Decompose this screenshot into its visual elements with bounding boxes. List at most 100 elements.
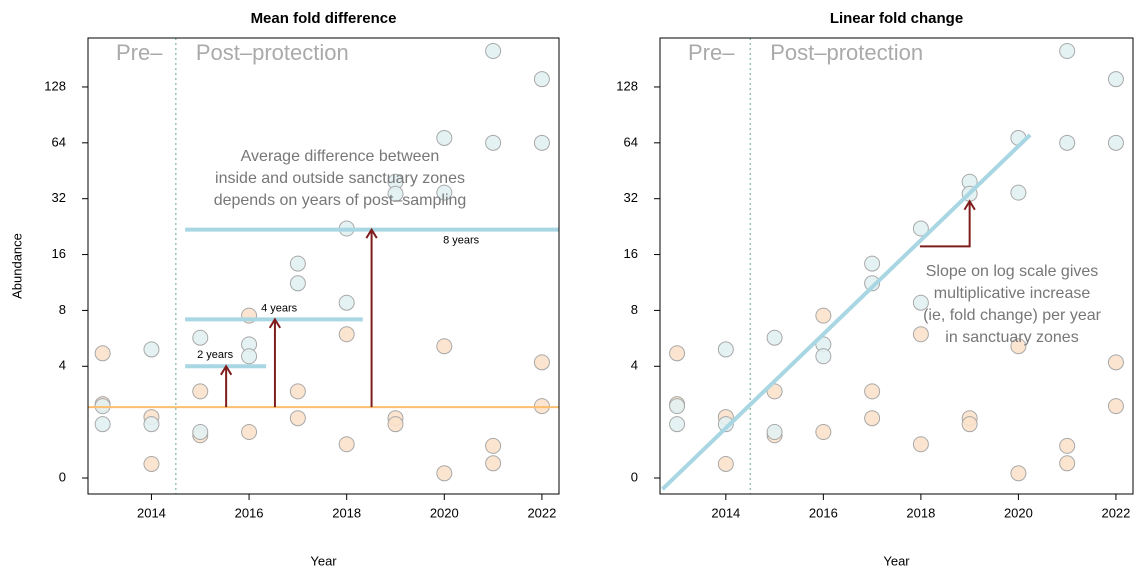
point bbox=[717, 341, 734, 358]
point bbox=[1010, 338, 1027, 355]
y-tick-label: 8 bbox=[631, 302, 638, 317]
point bbox=[192, 329, 209, 346]
point bbox=[387, 416, 404, 433]
y-tick-label: 4 bbox=[631, 358, 638, 373]
point bbox=[1107, 354, 1124, 371]
point bbox=[1010, 465, 1027, 482]
y-tick-label: 32 bbox=[52, 190, 66, 205]
point bbox=[1059, 455, 1076, 472]
y-tick-label: 0 bbox=[59, 469, 66, 484]
y-tick-label: 128 bbox=[616, 78, 638, 93]
y-tick-label: 0 bbox=[631, 469, 638, 484]
x-tick-label: 2018 bbox=[332, 505, 361, 520]
y-tick-label: 8 bbox=[59, 302, 66, 317]
period-label: Pre– bbox=[688, 40, 735, 65]
x-axis-label: Year bbox=[310, 553, 337, 568]
plot-frame bbox=[87, 37, 560, 495]
point bbox=[485, 437, 502, 454]
point bbox=[289, 275, 306, 292]
point bbox=[143, 416, 160, 433]
point bbox=[387, 185, 404, 202]
point bbox=[192, 423, 209, 440]
plot-frame bbox=[659, 37, 1134, 495]
point bbox=[1059, 437, 1076, 454]
point bbox=[436, 465, 453, 482]
point bbox=[533, 134, 550, 151]
point bbox=[815, 423, 832, 440]
chart-title: Mean fold difference bbox=[251, 10, 397, 27]
point bbox=[669, 416, 686, 433]
y-axis-label: Abundance bbox=[9, 233, 24, 299]
period-label: Pre– bbox=[116, 40, 163, 65]
y-tick-label: 16 bbox=[52, 246, 66, 261]
point bbox=[912, 436, 929, 453]
point bbox=[912, 326, 929, 343]
point bbox=[961, 416, 978, 433]
annotation: Average difference between bbox=[241, 148, 440, 165]
point bbox=[717, 416, 734, 433]
point bbox=[485, 134, 502, 151]
annotation: Slope on log scale gives bbox=[926, 263, 1099, 280]
trend-line bbox=[661, 133, 1032, 491]
arrow-head bbox=[220, 364, 233, 376]
point bbox=[1107, 134, 1124, 151]
point bbox=[485, 455, 502, 472]
y-tick-label: 128 bbox=[44, 78, 66, 93]
x-tick-label: 2014 bbox=[137, 505, 166, 520]
arrow-head bbox=[365, 227, 378, 239]
segment-label: 8 years bbox=[443, 235, 480, 247]
x-tick-label: 2014 bbox=[711, 505, 740, 520]
segment-label: 2 years bbox=[197, 349, 234, 361]
point bbox=[338, 294, 355, 311]
y-tick-label: 32 bbox=[624, 190, 638, 205]
point bbox=[669, 345, 686, 362]
point bbox=[815, 348, 832, 365]
chart-title: Linear fold change bbox=[830, 10, 963, 27]
point bbox=[912, 294, 929, 311]
point bbox=[338, 436, 355, 453]
point bbox=[717, 455, 734, 472]
point bbox=[94, 416, 111, 433]
point bbox=[338, 326, 355, 343]
point bbox=[1059, 134, 1076, 151]
x-axis-label: Year bbox=[883, 553, 910, 568]
point bbox=[241, 423, 258, 440]
point bbox=[192, 383, 209, 400]
arrow bbox=[919, 201, 971, 248]
point bbox=[436, 338, 453, 355]
point bbox=[1059, 42, 1076, 59]
x-tick-label: 2022 bbox=[1101, 505, 1130, 520]
annotation: depends on years of post–sampling bbox=[214, 192, 467, 209]
point bbox=[1107, 71, 1124, 88]
point bbox=[1107, 398, 1124, 415]
arrow-head bbox=[963, 199, 976, 211]
segment-label: 4 years bbox=[261, 302, 298, 314]
x-tick-label: 2016 bbox=[235, 505, 264, 520]
point bbox=[533, 354, 550, 371]
point bbox=[1010, 184, 1027, 201]
x-tick-label: 2020 bbox=[430, 505, 459, 520]
point bbox=[289, 255, 306, 272]
point bbox=[289, 383, 306, 400]
y-tick-label: 4 bbox=[59, 358, 66, 373]
period-label: Post–protection bbox=[770, 40, 923, 65]
annotation: inside and outside sanctuary zones bbox=[215, 170, 465, 187]
point bbox=[766, 329, 783, 346]
point bbox=[436, 129, 453, 146]
point bbox=[289, 410, 306, 427]
point bbox=[669, 398, 686, 415]
annotation: multiplicative increase bbox=[934, 285, 1091, 302]
annotation: (ie, fold change) per year bbox=[923, 307, 1102, 324]
point bbox=[94, 345, 111, 362]
arrow-head bbox=[268, 317, 282, 329]
point bbox=[864, 383, 881, 400]
point bbox=[864, 255, 881, 272]
y-tick-label: 64 bbox=[52, 134, 66, 149]
y-tick-label: 64 bbox=[624, 134, 638, 149]
point bbox=[143, 341, 160, 358]
x-tick-label: 2016 bbox=[809, 505, 838, 520]
point bbox=[485, 42, 502, 59]
point bbox=[436, 184, 453, 201]
x-tick-label: 2018 bbox=[906, 505, 935, 520]
